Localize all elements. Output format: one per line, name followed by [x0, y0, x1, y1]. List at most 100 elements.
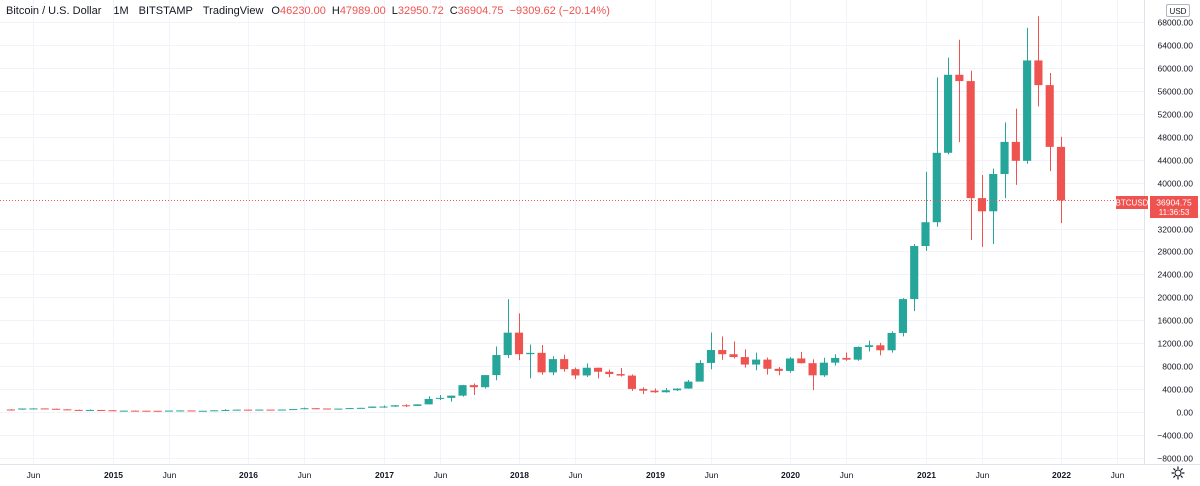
candle — [605, 369, 614, 378]
candle — [153, 410, 162, 412]
candle — [176, 410, 185, 412]
source: TradingView — [202, 5, 264, 17]
candle-body — [695, 362, 704, 382]
candle — [706, 332, 716, 370]
chart-header: Bitcoin / U.S. Dollar 1M BITSTAMP Tradin… — [6, 5, 616, 17]
candle-body — [176, 410, 185, 412]
y-tick-label: 24000.00 — [1158, 270, 1194, 280]
currency-button[interactable]: USD — [1166, 4, 1190, 17]
candle-body — [684, 381, 693, 389]
x-tick-label: 2016 — [239, 470, 258, 480]
candle-body — [944, 74, 953, 153]
candle-body — [819, 362, 828, 376]
exchange: BITSTAMP — [138, 5, 193, 17]
candle — [402, 404, 411, 407]
candle-body — [1011, 141, 1020, 161]
candle — [469, 383, 478, 396]
candle — [447, 395, 456, 402]
candle — [639, 387, 648, 395]
candle-body — [243, 409, 253, 411]
high-value: 47989.00 — [339, 5, 386, 17]
candle — [977, 175, 987, 247]
candle — [876, 342, 885, 356]
candle — [413, 404, 422, 407]
candle-body — [548, 359, 557, 373]
candle — [51, 408, 61, 410]
candle — [853, 346, 862, 361]
candle-body — [447, 395, 456, 398]
symbol-name[interactable]: Bitcoin / U.S. Dollar — [6, 5, 102, 17]
candle — [232, 409, 241, 411]
candle-body — [300, 408, 309, 410]
candle-body — [1045, 85, 1054, 147]
candle — [221, 409, 230, 411]
candle — [684, 379, 693, 389]
candle-body — [887, 332, 896, 351]
x-tick-label: Jun — [434, 470, 448, 480]
price-axis[interactable]: 68000.00 64000.00 60000.00 56000.00 52000.00… — [1157, 18, 1193, 464]
candle-body — [650, 390, 659, 393]
candle — [266, 409, 275, 411]
candle-body — [876, 345, 885, 351]
y-tick-label: 48000.00 — [1158, 133, 1194, 143]
candle — [910, 244, 919, 312]
candle-body — [481, 375, 490, 388]
candle — [1000, 122, 1009, 199]
candle — [797, 351, 806, 364]
candle-body — [413, 404, 422, 406]
candle — [729, 341, 738, 359]
candle-body — [255, 409, 264, 411]
candle — [277, 409, 286, 411]
candle-body — [808, 363, 817, 376]
candle — [673, 388, 682, 392]
candle-body — [582, 367, 591, 376]
candle — [311, 408, 320, 410]
candle — [808, 359, 817, 390]
x-tick-label: 2018 — [510, 470, 529, 480]
y-tick-label: 4000.00 — [1162, 385, 1193, 395]
candle — [582, 363, 591, 378]
time-axis[interactable]: Jun 2015 Jun 2016 Jun 2017 Jun 2018 Jun 2019 Jun 20… — [27, 470, 1125, 480]
close-label: C — [449, 5, 458, 17]
candle-body — [571, 369, 580, 376]
candle — [718, 336, 727, 360]
y-tick-label: 68000.00 — [1158, 18, 1194, 28]
candle — [97, 409, 106, 411]
candle-body — [153, 410, 162, 412]
candle — [63, 409, 72, 411]
candle-body — [853, 346, 862, 360]
candle-body — [334, 408, 343, 410]
candle-body — [627, 375, 636, 389]
candle-body — [1056, 146, 1066, 201]
gear-icon[interactable] — [1171, 466, 1185, 480]
y-tick-label: 20000.00 — [1158, 293, 1194, 303]
candle-body — [842, 357, 851, 360]
candle — [966, 70, 975, 240]
candle — [593, 367, 603, 379]
candle — [1023, 27, 1032, 164]
candle-body — [921, 222, 930, 247]
y-tick-label: 8000.00 — [1162, 362, 1193, 372]
candle-body — [910, 246, 919, 300]
candle-body — [6, 409, 15, 411]
candle — [695, 360, 704, 382]
y-tick-label: 16000.00 — [1158, 316, 1194, 326]
price-tag-countdown: 11:36:53 — [1159, 208, 1190, 217]
candle-body — [469, 385, 478, 388]
open-value: 46230.00 — [279, 5, 326, 17]
candle-body — [661, 390, 670, 393]
candle-body — [29, 408, 38, 410]
candle-body — [232, 409, 241, 411]
candle — [6, 408, 15, 411]
candle — [831, 354, 840, 366]
y-tick-label: −8000.00 — [1157, 454, 1193, 464]
low-value: 32950.72 — [397, 5, 444, 17]
y-tick-label: 28000.00 — [1158, 247, 1194, 257]
x-tick-label: Jun — [705, 470, 719, 480]
candle — [627, 374, 636, 391]
interval[interactable]: 1M — [113, 5, 129, 17]
x-tick-label: Jun — [840, 470, 854, 480]
y-tick-label: −4000.00 — [1157, 431, 1193, 441]
candle-body — [729, 354, 738, 358]
